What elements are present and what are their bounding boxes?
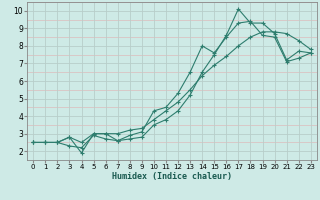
- X-axis label: Humidex (Indice chaleur): Humidex (Indice chaleur): [112, 172, 232, 181]
